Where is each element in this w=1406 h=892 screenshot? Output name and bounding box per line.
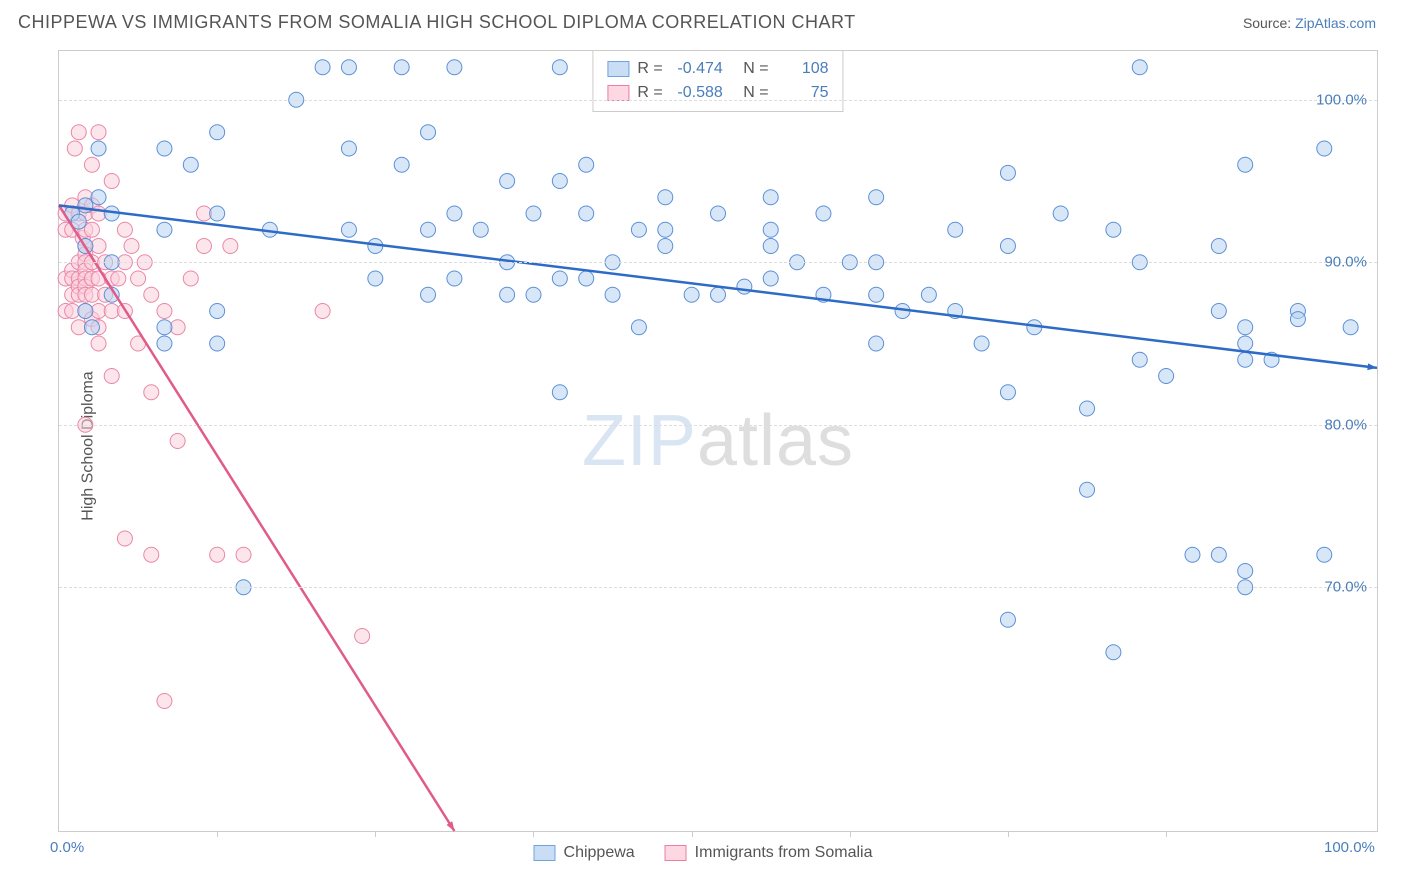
y-tick-label: 80.0% (1324, 416, 1367, 433)
chart-title: CHIPPEWA VS IMMIGRANTS FROM SOMALIA HIGH… (18, 12, 856, 33)
x-tick-label: 100.0% (1324, 839, 1375, 856)
y-tick-label: 100.0% (1316, 91, 1367, 108)
n-label-2: N = (743, 81, 768, 105)
legend-item-chippewa: Chippewa (534, 844, 635, 862)
source-prefix: Source: (1243, 15, 1295, 31)
stats-legend-box: R = -0.474 N = 108 R = -0.588 N = 75 (592, 51, 843, 112)
source-attribution: Source: ZipAtlas.com (1243, 15, 1376, 31)
x-tick-label: 0.0% (50, 839, 84, 856)
r-value-somalia: -0.588 (671, 81, 723, 105)
r-label-2: R = (637, 81, 662, 105)
swatch-somalia (607, 85, 629, 101)
swatch-somalia-2 (665, 845, 687, 861)
bottom-legend: Chippewa Immigrants from Somalia (534, 844, 873, 862)
stats-row-somalia: R = -0.588 N = 75 (607, 81, 828, 105)
stats-row-chippewa: R = -0.474 N = 108 (607, 57, 828, 81)
swatch-chippewa (607, 61, 629, 77)
r-label: R = (637, 57, 662, 81)
n-value-chippewa: 108 (777, 57, 829, 81)
swatch-chippewa-2 (534, 845, 556, 861)
legend-item-somalia: Immigrants from Somalia (665, 844, 873, 862)
source-link[interactable]: ZipAtlas.com (1295, 15, 1376, 31)
y-tick-label: 90.0% (1324, 254, 1367, 271)
n-value-somalia: 75 (777, 81, 829, 105)
y-tick-label: 70.0% (1324, 579, 1367, 596)
legend-label-chippewa: Chippewa (564, 844, 635, 862)
legend-label-somalia: Immigrants from Somalia (695, 844, 873, 862)
r-value-chippewa: -0.474 (671, 57, 723, 81)
n-label: N = (743, 57, 768, 81)
chart-plot-area: ZIPatlas R = -0.474 N = 108 R = -0.588 N… (58, 50, 1378, 832)
scatter-svg (59, 51, 1377, 831)
